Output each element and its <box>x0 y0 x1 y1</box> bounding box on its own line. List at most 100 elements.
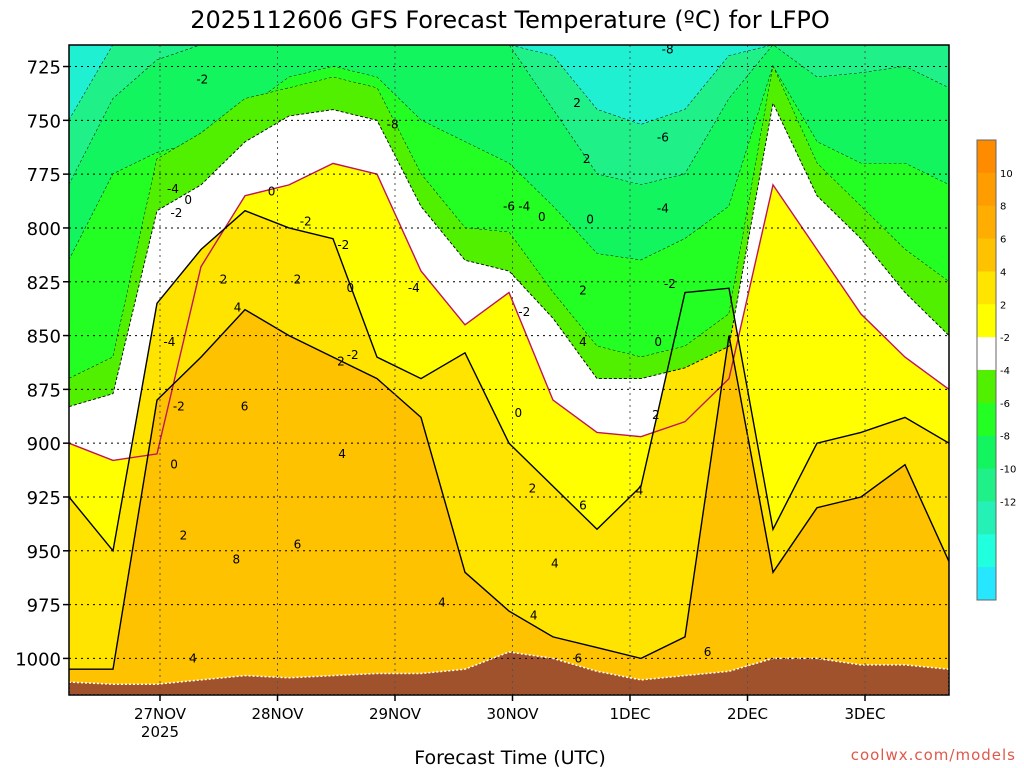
contour-label: -2 <box>170 206 182 220</box>
contour-label: 4 <box>530 608 538 622</box>
colorbar: 10 8 6 4 2 -2 -4 -6 -8 -10 -12 <box>976 139 1016 601</box>
plot-area <box>69 45 949 695</box>
x-tick-label: 1DEC <box>609 705 650 723</box>
contour-label: 2 <box>583 152 591 166</box>
colorbar-frame <box>976 139 997 601</box>
y-tick-label: 925 <box>27 488 61 509</box>
contour-label: 4 <box>636 484 644 498</box>
contour-label: 8 <box>233 552 241 566</box>
contour-label: 4 <box>579 335 587 349</box>
y-tick-label: 975 <box>27 596 61 617</box>
contour-label: 2 <box>294 273 302 287</box>
contour-label: 4 <box>338 447 346 461</box>
contour-label: 2 <box>529 481 537 495</box>
contour-label: 6 <box>241 400 249 414</box>
colorbar-swatch <box>977 501 996 535</box>
contour-label: 2 <box>652 408 660 422</box>
contour-label: -2 <box>173 400 185 414</box>
contour-label: -6 <box>503 199 515 213</box>
contour-label: -2 <box>347 348 359 362</box>
contour-label: 0 <box>347 281 355 295</box>
contour-label: -4 <box>163 335 175 349</box>
contour-label: 4 <box>189 651 197 665</box>
contour-label: -2 <box>664 277 676 291</box>
contour--2-4 <box>69 101 949 408</box>
contour-label: -8 <box>662 42 674 56</box>
colorbar-swatch <box>977 238 996 272</box>
contour-label: 2 <box>573 96 581 110</box>
contour-label: -8 <box>387 118 399 132</box>
terrain <box>69 651 949 695</box>
y-tick-label: 900 <box>27 434 61 455</box>
colorbar-swatch <box>977 402 996 437</box>
contour-label: 6 <box>294 537 302 551</box>
grid <box>69 45 949 695</box>
contour-label: 6 <box>574 651 582 665</box>
colorbar-swatch <box>977 370 996 404</box>
y-tick-label: 850 <box>27 327 61 348</box>
contour-label: -6 <box>657 131 669 145</box>
contour-label: -4 <box>518 199 530 213</box>
band-0 <box>69 163 949 551</box>
y-tick-label: 825 <box>27 273 61 294</box>
colorbar-swatch <box>977 435 996 470</box>
x-tick-label: 28NOV <box>251 705 304 723</box>
band-m2m4 <box>69 66 949 407</box>
contour-label: -2 <box>518 305 530 319</box>
contour-label: 6 <box>579 499 587 513</box>
contour-label: 4 <box>234 301 242 315</box>
contour-label: 0 <box>515 406 523 420</box>
colorbar-swatch <box>977 468 996 502</box>
colorbar-label: 8 <box>1000 202 1006 213</box>
contour-label: 6 <box>704 645 712 659</box>
plot-layers <box>69 45 949 695</box>
y-tick-label: 800 <box>27 219 61 240</box>
contour-line-2 <box>69 209 949 553</box>
contour-label: 0 <box>586 212 594 226</box>
contour-label: 0 <box>654 335 662 349</box>
colorbar-label: 2 <box>1000 300 1006 311</box>
contour-label: 4 <box>551 557 559 571</box>
x-tick-label: 3DEC <box>844 705 885 723</box>
contour-line-4 <box>69 308 949 670</box>
colorbar-swatch <box>977 567 996 601</box>
contour-label: 0 <box>170 458 178 472</box>
contour-label: 2 <box>337 354 345 368</box>
colorbar-label: -12 <box>1000 497 1016 508</box>
contour-label: -4 <box>657 202 669 216</box>
colorbar-swatch <box>977 205 996 240</box>
y-tick-label: 750 <box>27 111 61 132</box>
band-4 <box>69 309 949 695</box>
y-tick-label: 1000 <box>15 649 61 670</box>
colorbar-label: -4 <box>1000 366 1010 377</box>
colorbar-label: -10 <box>1000 465 1016 476</box>
band-m6m8 <box>69 45 949 261</box>
colorbar-label: -6 <box>1000 399 1010 410</box>
chart-title: 2025112606 GFS Forecast Temperature (ºC)… <box>190 6 830 34</box>
contour-label: -2 <box>196 72 208 86</box>
colorbar-swatch <box>977 534 996 568</box>
colorbar-label: 6 <box>1000 235 1006 246</box>
contour-label: 0 <box>184 193 192 207</box>
colorbar-label: -2 <box>1000 333 1010 344</box>
colorbar-swatch <box>977 337 996 371</box>
colorbar-label: 10 <box>1000 169 1013 180</box>
x-tick-label: 29NOV <box>369 705 422 723</box>
contour-label: 2 <box>579 283 587 297</box>
x-tick-label: 2DEC <box>727 705 768 723</box>
contour-label: 0 <box>268 184 276 198</box>
contour-label: -4 <box>167 182 179 196</box>
contour-label: 2 <box>220 273 228 287</box>
colorbar-label: -8 <box>1000 432 1010 443</box>
y-axis: 725 750 775 800 825 850 875 900 925 950 975 1000 <box>15 58 69 670</box>
y-tick-label: 950 <box>27 542 61 563</box>
contour-label: -2 <box>337 238 349 252</box>
y-tick-label: 875 <box>27 380 61 401</box>
plot-frame <box>68 44 950 696</box>
contour-label: 0 <box>538 210 546 224</box>
x-tick-sublabel: 2025 <box>141 723 179 741</box>
colorbar-swatch <box>977 271 996 305</box>
y-tick-label: 725 <box>27 58 61 79</box>
